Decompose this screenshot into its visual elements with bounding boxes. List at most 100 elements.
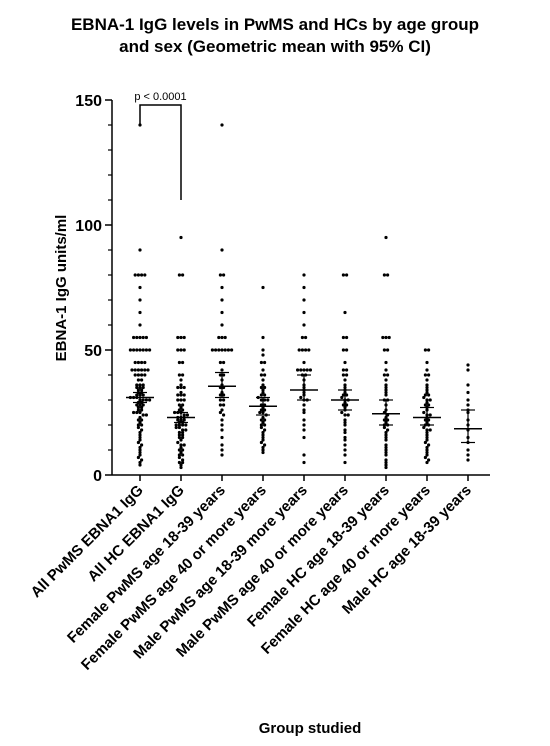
data-point [214, 348, 218, 352]
data-point [382, 348, 386, 352]
data-point [179, 393, 183, 397]
data-point [266, 398, 270, 402]
data-point [427, 418, 431, 422]
data-point [261, 450, 265, 455]
data-point [220, 423, 224, 427]
data-point [220, 285, 224, 290]
data-point [425, 360, 429, 365]
data-point [427, 393, 431, 397]
data-point [133, 368, 137, 372]
data-point [261, 415, 265, 420]
data-point [384, 458, 388, 462]
data-point [220, 408, 224, 412]
data-point [220, 335, 224, 340]
data-point [141, 413, 145, 417]
data-point [181, 428, 185, 432]
data-point [226, 348, 230, 352]
data-point [384, 378, 388, 382]
data-point [218, 360, 222, 365]
data-point [177, 403, 181, 407]
data-point [423, 393, 427, 397]
data-point [218, 403, 222, 407]
data-point [425, 428, 429, 432]
data-point [141, 335, 145, 340]
data-point [384, 393, 388, 397]
data-point [177, 455, 181, 460]
data-point [181, 403, 185, 407]
data-point [384, 453, 388, 457]
data-point [425, 448, 429, 452]
y-tick-label: 150 [75, 93, 102, 110]
data-point [136, 423, 140, 427]
data-point [340, 410, 344, 415]
data-point [423, 348, 427, 352]
data-point [343, 423, 347, 427]
data-point [141, 383, 145, 387]
data-point [466, 458, 470, 462]
data-point [300, 335, 304, 340]
data-point [302, 323, 306, 327]
data-point [425, 450, 429, 455]
data-point [179, 378, 183, 382]
data-point [422, 395, 426, 400]
data-point [384, 388, 388, 392]
data-point [340, 395, 344, 400]
data-point [176, 440, 180, 445]
data-point [177, 453, 181, 457]
data-point [263, 408, 267, 412]
chart-title-line-2: and sex (Geometric mean with 95% CI) [119, 37, 431, 56]
data-point [143, 273, 147, 277]
data-point [308, 368, 312, 372]
data-point [263, 443, 267, 447]
data-point [136, 378, 140, 382]
data-point [261, 430, 265, 435]
data-point [181, 435, 185, 440]
data-point [135, 383, 139, 387]
data-point [230, 348, 234, 352]
data-point [133, 360, 137, 365]
data-point [136, 368, 140, 372]
data-point [181, 460, 185, 465]
data-point [307, 348, 311, 352]
data-point [343, 430, 347, 435]
data-point [259, 398, 263, 402]
data-point [223, 348, 227, 352]
data-point [220, 453, 224, 457]
data-point [138, 385, 142, 390]
data-point [384, 368, 388, 372]
data-point [263, 393, 267, 397]
data-point [218, 410, 222, 415]
data-point [222, 413, 226, 417]
data-point [428, 428, 432, 432]
data-point [343, 448, 347, 452]
data-point [384, 448, 388, 452]
data-point [141, 348, 145, 352]
data-point [146, 368, 150, 372]
data-point [427, 348, 431, 352]
data-point [217, 348, 221, 352]
data-point [220, 448, 224, 452]
data-point [423, 455, 427, 460]
data-point [423, 373, 427, 377]
data-point [343, 360, 347, 365]
data-point [181, 448, 185, 452]
data-point [425, 438, 429, 442]
data-point [261, 435, 265, 440]
data-point [144, 348, 148, 352]
data-point [181, 458, 185, 462]
data-point [136, 360, 140, 365]
data-point [261, 335, 265, 340]
data-point [177, 430, 181, 435]
data-point [176, 348, 180, 352]
data-point [141, 403, 145, 407]
data-point [176, 393, 180, 397]
data-point [302, 460, 306, 465]
data-point [261, 378, 265, 382]
data-point [138, 298, 142, 302]
data-point [182, 413, 186, 417]
data-point [138, 285, 142, 290]
data-point [343, 420, 347, 425]
data-point [423, 403, 427, 407]
data-point [386, 428, 390, 432]
data-point [138, 433, 142, 437]
